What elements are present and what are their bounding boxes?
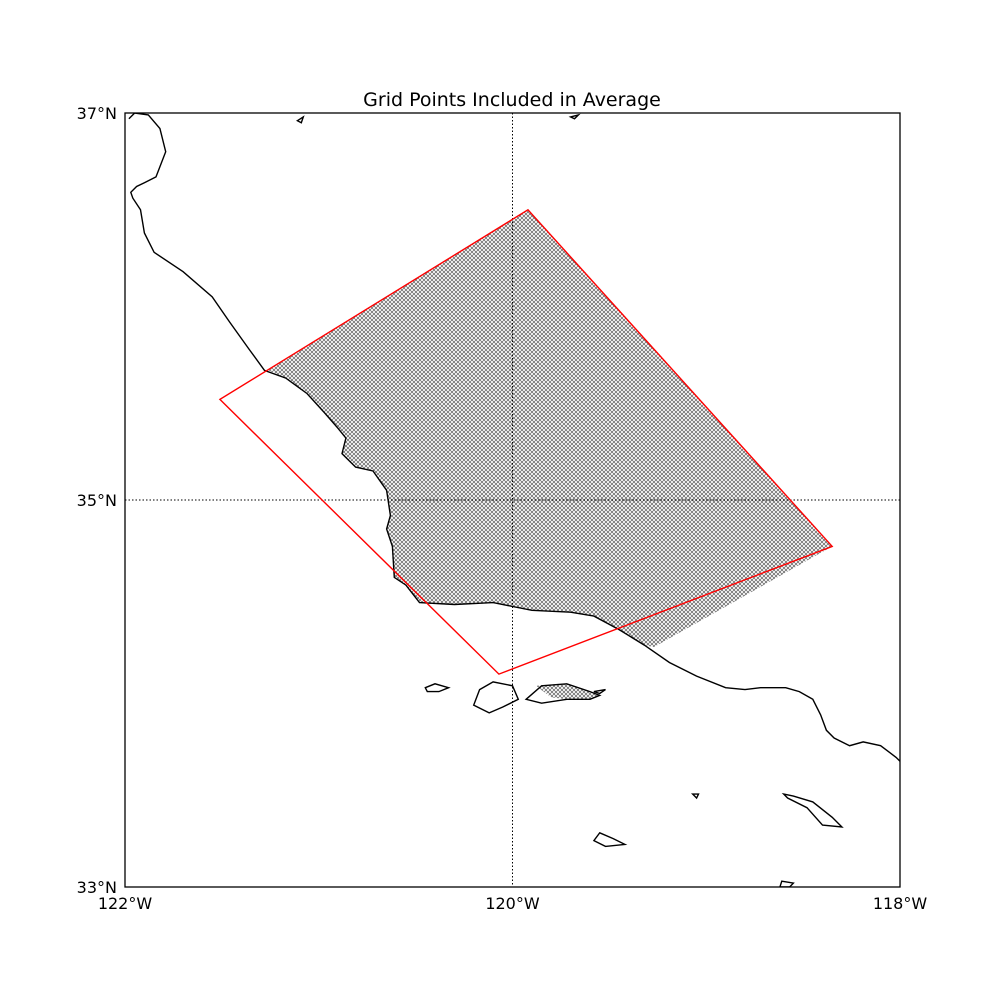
island-8 xyxy=(779,880,795,887)
lat-tick-label: 35°N xyxy=(77,491,117,510)
lon-tick-label: 120°W xyxy=(485,894,540,913)
island-4 xyxy=(593,688,606,695)
lat-tick-label: 33°N xyxy=(77,878,117,897)
lat-tick-label: 37°N xyxy=(77,104,117,123)
averaging-box-outline xyxy=(218,208,834,675)
plot-content xyxy=(125,113,900,887)
island-5 xyxy=(781,792,844,828)
graticule xyxy=(125,113,900,887)
map-title: Grid Points Included in Average xyxy=(363,89,661,111)
coastline xyxy=(128,113,900,762)
island-7 xyxy=(691,793,700,800)
island-2 xyxy=(472,681,520,714)
grid-points-region xyxy=(268,209,833,648)
island-1 xyxy=(524,683,602,704)
island-6 xyxy=(592,831,628,848)
islands xyxy=(296,113,844,887)
island-10 xyxy=(568,113,581,120)
plot-frame xyxy=(124,112,901,888)
grid-points-island xyxy=(535,683,600,700)
island-9 xyxy=(296,115,305,124)
lon-tick-label: 122°W xyxy=(98,894,153,913)
latitude-tick-labels: 37°N 35°N 33°N xyxy=(77,104,117,897)
island-3 xyxy=(424,683,451,693)
lon-tick-label: 118°W xyxy=(873,894,928,913)
longitude-tick-labels: 122°W 120°W 118°W xyxy=(98,894,928,913)
